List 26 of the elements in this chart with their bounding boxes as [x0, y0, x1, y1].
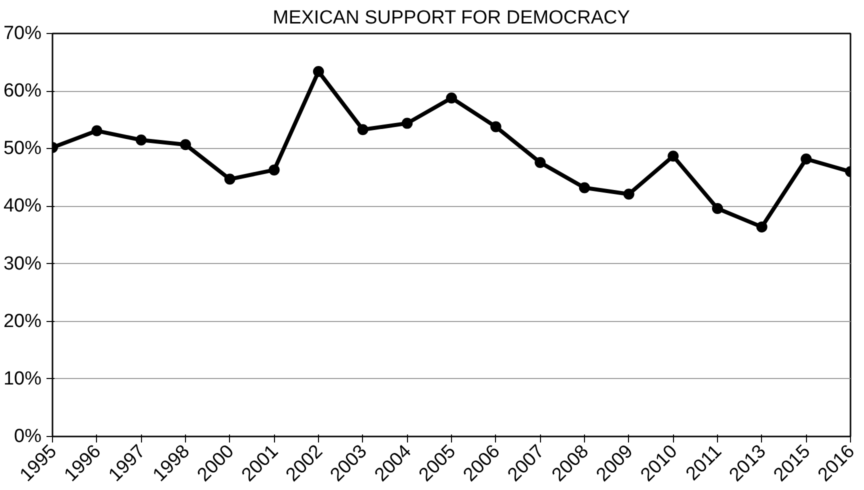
point — [446, 92, 457, 104]
y-tick-label: 70% — [3, 23, 42, 44]
point — [357, 124, 368, 136]
y-tick-label: 0% — [14, 426, 42, 447]
point — [180, 139, 191, 150]
y-tick-label: 40% — [3, 196, 42, 217]
chart-title: MEXICAN SUPPORT FOR DEMOCRACY — [272, 8, 630, 28]
point — [224, 174, 236, 185]
point — [268, 164, 280, 176]
y-tick-label: 30% — [3, 253, 42, 274]
point — [712, 203, 723, 214]
y-tick-label: 50% — [3, 138, 42, 160]
point — [534, 156, 546, 168]
point — [313, 66, 324, 77]
y-tick-label: 60% — [3, 80, 42, 102]
point — [756, 221, 768, 232]
point — [402, 118, 413, 129]
point — [579, 182, 590, 194]
point — [668, 150, 679, 162]
y-tick-label: 10% — [3, 368, 42, 390]
point — [490, 121, 502, 132]
point — [136, 134, 147, 146]
point — [800, 154, 812, 164]
point — [91, 125, 102, 136]
point — [623, 188, 634, 200]
y-tick-label: 20% — [3, 310, 42, 332]
